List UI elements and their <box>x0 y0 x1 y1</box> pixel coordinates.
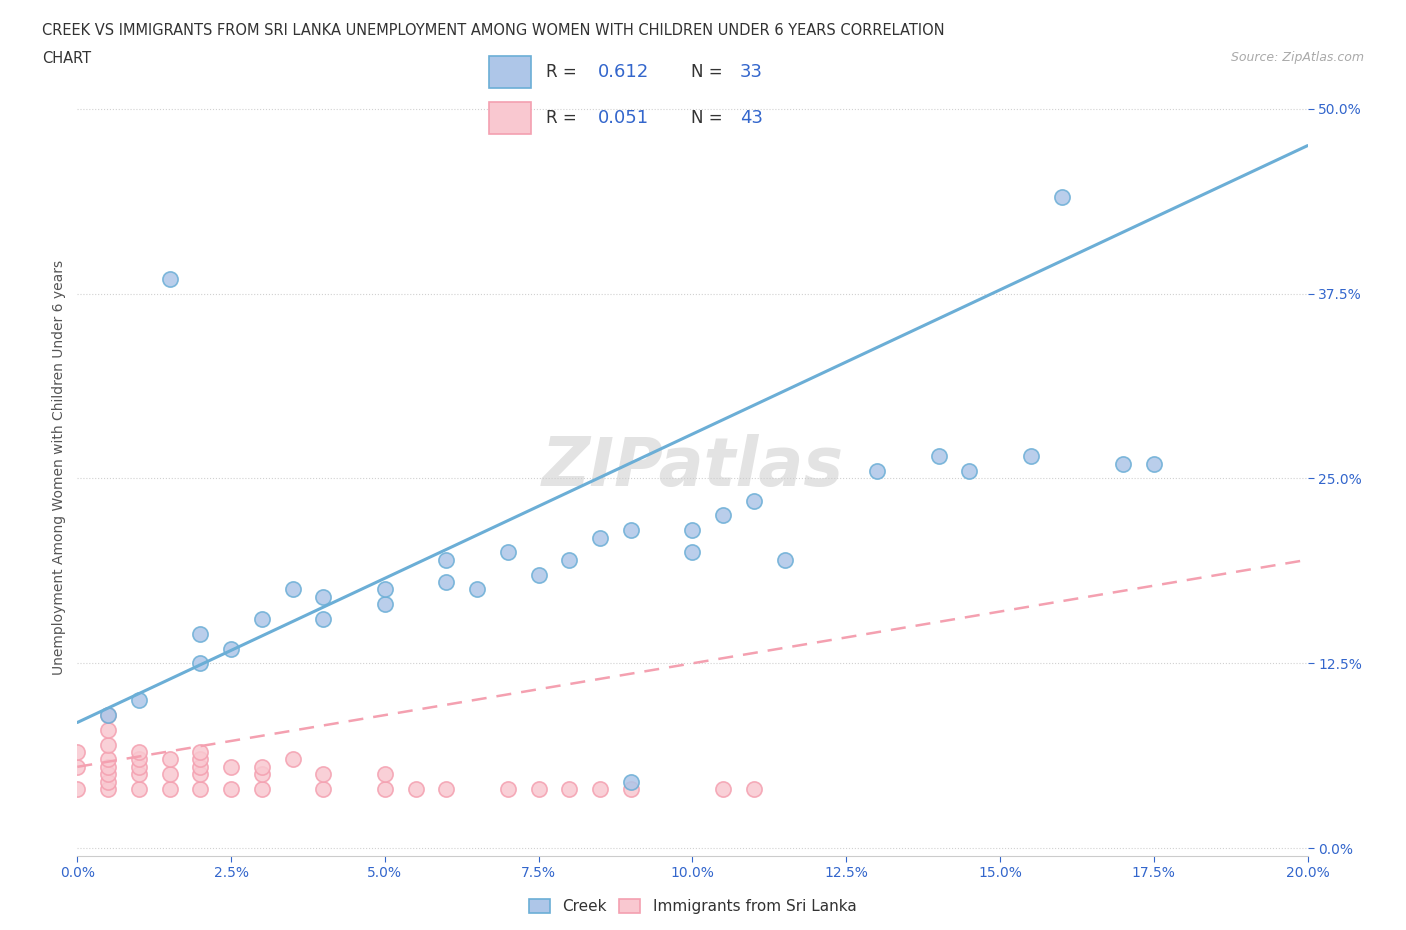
Point <box>436 781 458 796</box>
Text: Source: ZipAtlas.com: Source: ZipAtlas.com <box>1230 51 1364 64</box>
Point <box>1019 449 1042 464</box>
Point <box>928 449 950 464</box>
Bar <box>489 56 531 88</box>
Point <box>97 737 120 752</box>
Text: N =: N = <box>690 63 727 82</box>
Legend: Creek, Immigrants from Sri Lanka: Creek, Immigrants from Sri Lanka <box>522 891 863 922</box>
Text: N =: N = <box>690 109 727 127</box>
Point <box>374 781 396 796</box>
Point <box>558 552 581 567</box>
Point <box>219 781 242 796</box>
Point <box>97 708 120 723</box>
Point <box>436 575 458 590</box>
Point <box>957 463 980 478</box>
Point <box>97 774 120 789</box>
Text: CHART: CHART <box>42 51 91 66</box>
Point <box>281 582 304 597</box>
Text: ZIPatlas: ZIPatlas <box>541 434 844 500</box>
Point <box>97 781 120 796</box>
Point <box>281 752 304 767</box>
Point <box>436 552 458 567</box>
Point <box>620 774 643 789</box>
Point <box>128 767 150 782</box>
Bar <box>489 102 531 135</box>
Point <box>527 567 550 582</box>
Point <box>682 523 704 538</box>
Point <box>188 745 212 760</box>
Point <box>1112 457 1135 472</box>
Point <box>1050 190 1073 205</box>
Point <box>1143 457 1166 472</box>
Point <box>866 463 889 478</box>
Point <box>128 781 150 796</box>
Point <box>374 597 396 612</box>
Point <box>496 781 519 796</box>
Point <box>374 582 396 597</box>
Text: 43: 43 <box>740 109 763 127</box>
Point <box>128 693 150 708</box>
Point <box>312 767 335 782</box>
Point <box>188 626 212 641</box>
Point <box>589 781 612 796</box>
Point <box>159 752 181 767</box>
Point <box>97 723 120 737</box>
Point <box>620 781 643 796</box>
Point <box>188 781 212 796</box>
Point <box>219 641 242 656</box>
Text: R =: R = <box>547 63 582 82</box>
Point <box>682 545 704 560</box>
Point <box>159 272 181 286</box>
Point <box>312 590 335 604</box>
Point <box>527 781 550 796</box>
Point <box>711 508 734 523</box>
Point <box>312 612 335 627</box>
Point <box>250 760 273 775</box>
Text: 33: 33 <box>740 63 763 82</box>
Text: 0.612: 0.612 <box>598 63 650 82</box>
Point <box>128 745 150 760</box>
Point <box>66 760 89 775</box>
Point <box>66 745 89 760</box>
Point <box>188 752 212 767</box>
Point <box>558 781 581 796</box>
Point <box>742 781 765 796</box>
Point <box>496 545 519 560</box>
Point <box>188 767 212 782</box>
Y-axis label: Unemployment Among Women with Children Under 6 years: Unemployment Among Women with Children U… <box>52 259 66 675</box>
Text: R =: R = <box>547 109 582 127</box>
Point <box>97 767 120 782</box>
Point <box>128 760 150 775</box>
Point <box>465 582 488 597</box>
Point <box>312 781 335 796</box>
Point <box>128 752 150 767</box>
Point <box>188 760 212 775</box>
Point <box>66 781 89 796</box>
Point <box>250 767 273 782</box>
Text: CREEK VS IMMIGRANTS FROM SRI LANKA UNEMPLOYMENT AMONG WOMEN WITH CHILDREN UNDER : CREEK VS IMMIGRANTS FROM SRI LANKA UNEMP… <box>42 23 945 38</box>
Point <box>620 523 643 538</box>
Point <box>159 781 181 796</box>
Point <box>711 781 734 796</box>
Point <box>188 656 212 671</box>
Point <box>97 708 120 723</box>
Point <box>97 752 120 767</box>
Point <box>742 493 765 508</box>
Point <box>159 767 181 782</box>
Point <box>405 781 427 796</box>
Text: 0.051: 0.051 <box>598 109 648 127</box>
Point <box>250 612 273 627</box>
Point <box>250 781 273 796</box>
Point <box>773 552 796 567</box>
Point <box>97 760 120 775</box>
Point <box>589 530 612 545</box>
Point <box>374 767 396 782</box>
Point <box>219 760 242 775</box>
